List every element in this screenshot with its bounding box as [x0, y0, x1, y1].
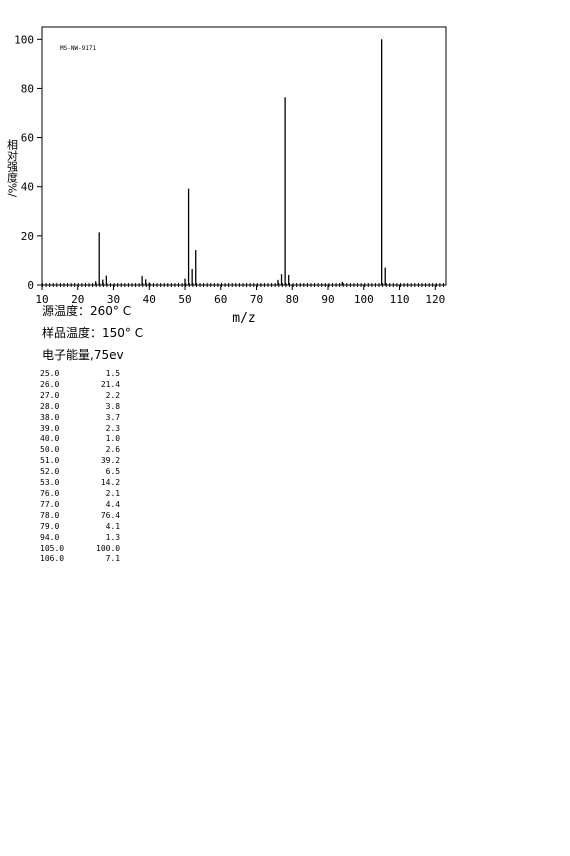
x-tick-label: 10 — [35, 293, 48, 306]
y-tick-label: 40 — [21, 181, 34, 194]
mass: 28.0 — [40, 401, 60, 411]
mass: 50.0 — [40, 445, 60, 455]
x-tick-label: 30 — [107, 293, 120, 306]
y-axis-label: 相对强度%/ — [6, 139, 19, 198]
table-row: 52.0 6.5 — [40, 467, 120, 478]
table-row: 105.0 100.0 — [40, 544, 120, 555]
intensity: 3.7 — [105, 412, 121, 422]
table-row: 53.0 14.2 — [40, 478, 120, 489]
intensity: 14.2 — [100, 478, 121, 488]
mass: 27.0 — [40, 390, 60, 400]
x-tick-label: 90 — [321, 293, 334, 306]
table-row: 40.0 1.0 — [40, 434, 120, 445]
chart: MS-NW-9171 m/z 相对强度%/ 0 20 40 60 80 100 10 20 30… — [6, 26, 447, 326]
table-row: 106.0 7.1 — [40, 554, 120, 565]
table-row: 28.0 3.8 — [40, 402, 120, 413]
intensity: 2.2 — [105, 390, 121, 400]
x-tick-label: 80 — [286, 293, 299, 306]
table-row: 51.0 39.2 — [40, 456, 120, 467]
intensity: 1.5 — [105, 369, 121, 378]
table-row: 38.0 3.7 — [40, 413, 120, 424]
x-tick-label: 120 — [425, 293, 445, 306]
electron-energy: 电子能量,75ev — [42, 348, 124, 362]
intensity: 2.3 — [105, 423, 121, 433]
mass: 79.0 — [40, 521, 60, 531]
table-row: 27.0 2.2 — [40, 391, 120, 402]
y-tick-label: 60 — [21, 132, 34, 145]
intensity: 4.1 — [105, 521, 121, 531]
x-tick-label: 110 — [390, 293, 410, 306]
table-row: 79.0 4.1 — [40, 522, 120, 533]
mass: 51.0 — [40, 456, 60, 466]
mass: 52.0 — [40, 467, 60, 477]
y-tick-label: 80 — [21, 82, 34, 95]
mass: 53.0 — [40, 478, 60, 488]
intensity: 2.1 — [105, 488, 121, 498]
mass: 39.0 — [40, 423, 60, 433]
table-row: 50.0 2.6 — [40, 445, 120, 456]
x-tick-label: 100 — [354, 293, 374, 306]
mass: 94.0 — [40, 532, 60, 542]
table-row: 26.0 21.4 — [40, 380, 120, 391]
intensity: 100.0 — [96, 543, 121, 553]
intensity: 6.5 — [105, 467, 121, 477]
peak-table: 25.0 1.5 26.0 21.4 27.0 2.2 28.0 3.8 38.0 3.7 39.0… — [40, 369, 120, 565]
intensity: 39.2 — [100, 456, 121, 466]
mass: 106.0 — [40, 554, 65, 564]
mass: 76.0 — [40, 488, 60, 498]
table-row: 76.0 2.1 — [40, 489, 120, 500]
intensity: 76.4 — [100, 510, 121, 520]
x-tick-label: 50 — [178, 293, 191, 306]
mass: 78.0 — [40, 510, 60, 520]
y-tick-label: 20 — [21, 230, 34, 243]
intensity: 4.4 — [105, 499, 121, 509]
x-tick-label: 40 — [143, 293, 156, 306]
intensity: 1.3 — [105, 532, 121, 542]
x-axis-label: m/z — [232, 311, 255, 326]
intensity: 21.4 — [100, 379, 121, 389]
table-row: 25.0 1.5 — [40, 369, 120, 380]
y-tick-label: 0 — [27, 279, 34, 292]
mass: 38.0 — [40, 412, 60, 422]
plot-frame — [41, 26, 447, 286]
x-tick-label: 60 — [214, 293, 227, 306]
table-row: 78.0 76.4 — [40, 511, 120, 522]
y-tick-label: 100 — [14, 33, 34, 46]
intensity: 1.0 — [105, 434, 121, 444]
sample-temp: 样品温度：150° C — [42, 326, 144, 340]
mass: 25.0 — [40, 369, 60, 378]
mass: 105.0 — [40, 543, 65, 553]
annotation: MS-NW-9171 — [60, 45, 97, 52]
mass: 77.0 — [40, 499, 60, 509]
mass: 40.0 — [40, 434, 60, 444]
table-row: 94.0 1.3 — [40, 533, 120, 544]
intensity: 2.6 — [105, 445, 121, 455]
mass: 26.0 — [40, 379, 60, 389]
x-tick-label: 20 — [71, 293, 84, 306]
x-tick-label: 70 — [250, 293, 263, 306]
table-row: 39.0 2.3 — [40, 424, 120, 435]
source-temp: 源温度：260° C — [42, 304, 132, 318]
intensity: 7.1 — [105, 554, 121, 564]
table-row: 77.0 4.4 — [40, 500, 120, 511]
intensity: 3.8 — [105, 401, 121, 411]
